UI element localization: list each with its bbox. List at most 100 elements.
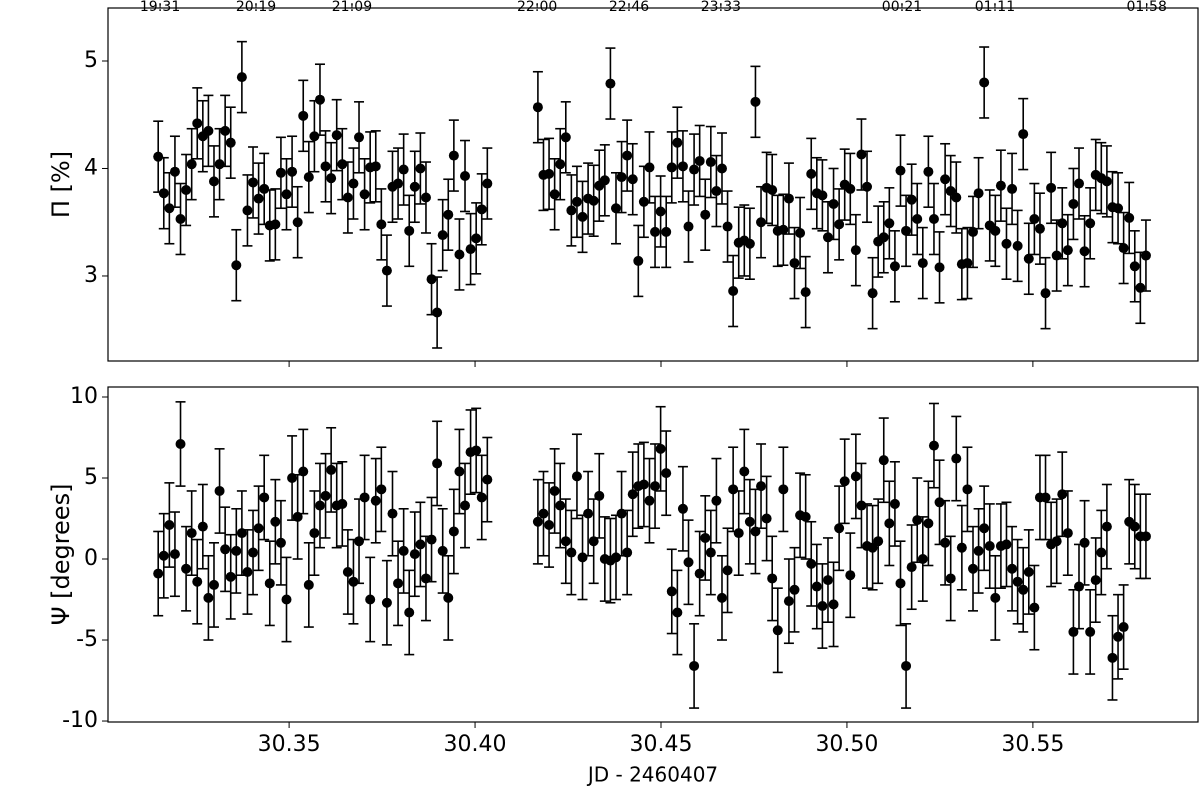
data-point [409, 549, 420, 560]
data-point [264, 578, 275, 589]
data-point [549, 485, 560, 496]
data-point [744, 516, 755, 527]
y-tick-label: 5 [84, 48, 98, 73]
data-point [544, 519, 555, 530]
data-point [409, 181, 420, 192]
data-point [594, 490, 605, 501]
data-point [1023, 566, 1034, 577]
data-point [398, 164, 409, 175]
data-point [331, 130, 342, 141]
data-point [806, 558, 817, 569]
data-point [298, 110, 309, 121]
data-point [940, 537, 951, 548]
data-point [683, 221, 694, 232]
data-point [387, 508, 398, 519]
data-point [1051, 536, 1062, 547]
data-point [778, 484, 789, 495]
data-point [627, 174, 638, 185]
data-point [716, 163, 727, 174]
data-point [448, 150, 459, 161]
data-point [633, 255, 644, 266]
data-point [1129, 521, 1140, 532]
data-point [917, 554, 928, 565]
data-point [923, 518, 934, 529]
data-point [1090, 575, 1101, 586]
data-point [605, 78, 616, 89]
data-point [571, 196, 582, 207]
data-point [878, 232, 889, 243]
data-point [208, 579, 219, 590]
data-point [220, 125, 231, 136]
data-point [761, 513, 772, 524]
data-point [236, 72, 247, 83]
data-point [638, 479, 649, 490]
data-point [314, 94, 325, 105]
data-point [342, 566, 353, 577]
data-point [822, 575, 833, 586]
data-point [1124, 212, 1135, 223]
data-point [460, 171, 471, 182]
data-point [560, 536, 571, 547]
data-point [739, 466, 750, 477]
data-point [689, 660, 700, 671]
data-point [420, 192, 431, 203]
data-point [354, 536, 365, 547]
data-point [270, 516, 281, 527]
data-point [1001, 539, 1012, 550]
data-point [253, 193, 264, 204]
y-tick-label: -5 [76, 627, 98, 652]
data-point [722, 565, 733, 576]
plot-frame [107, 7, 1199, 362]
data-point [979, 77, 990, 88]
data-point [683, 557, 694, 568]
data-point [186, 159, 197, 170]
data-point [934, 262, 945, 273]
data-point [995, 180, 1006, 191]
data-point [711, 186, 722, 197]
x-tick-label: 30.40 [444, 732, 507, 757]
data-point [956, 542, 967, 553]
data-point [622, 150, 633, 161]
data-point [309, 528, 320, 539]
data-point [901, 225, 912, 236]
data-point [677, 503, 688, 514]
data-point [867, 542, 878, 553]
data-point [359, 492, 370, 503]
data-point [1140, 250, 1151, 261]
data-point [1118, 622, 1129, 633]
data-point [242, 566, 253, 577]
y-tick-label: 0 [84, 546, 98, 571]
data-point [577, 552, 588, 563]
data-point [806, 168, 817, 179]
data-point [661, 226, 672, 237]
data-point [532, 102, 543, 113]
data-point [1062, 245, 1073, 256]
data-point [1101, 521, 1112, 532]
data-point [365, 594, 376, 605]
data-point [404, 225, 415, 236]
data-point [197, 521, 208, 532]
data-point [192, 118, 203, 129]
data-point [1062, 528, 1073, 539]
data-point [610, 552, 621, 563]
data-point [1129, 261, 1140, 272]
data-point [616, 172, 627, 183]
data-point [940, 174, 951, 185]
data-point [979, 523, 990, 534]
data-point [672, 607, 683, 618]
data-point [716, 592, 727, 603]
data-point [577, 211, 588, 222]
data-point [906, 562, 917, 573]
data-point [610, 203, 621, 214]
x-tick-label: 30.35 [258, 732, 321, 757]
data-point [214, 485, 225, 496]
data-point [465, 244, 476, 255]
data-point [728, 484, 739, 495]
data-point [795, 227, 806, 238]
data-point [817, 600, 828, 611]
data-point [1068, 198, 1079, 209]
data-point [381, 597, 392, 608]
data-point [393, 178, 404, 189]
data-point [1107, 652, 1118, 663]
data-point [928, 214, 939, 225]
